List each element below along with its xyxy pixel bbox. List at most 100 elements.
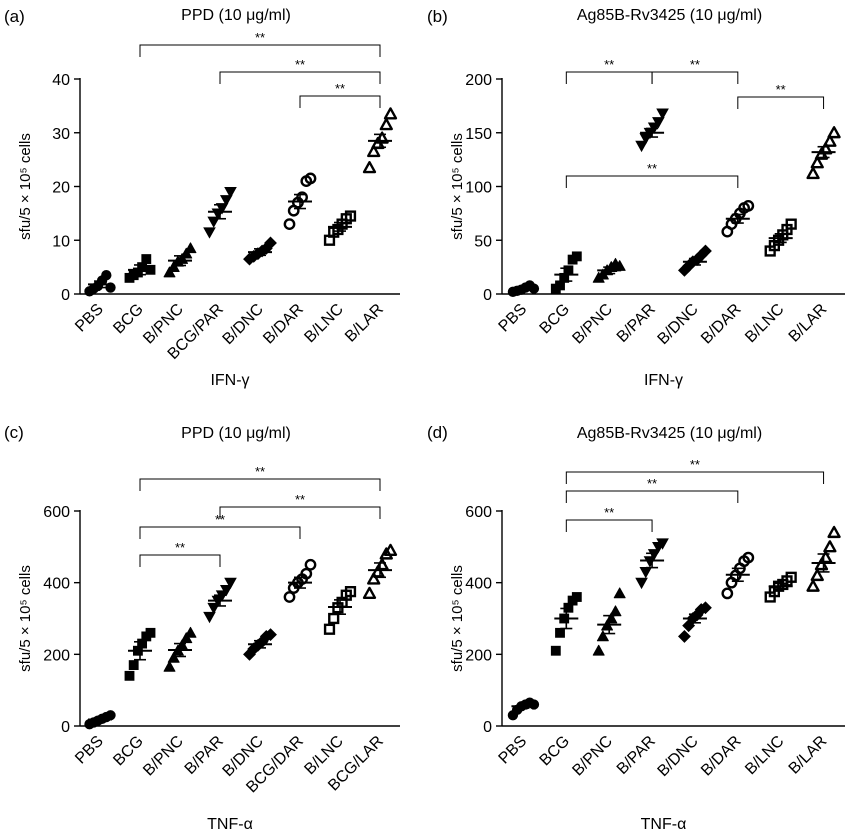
series-group <box>806 525 841 592</box>
data-point <box>613 587 626 599</box>
y-tick-label: 0 <box>483 287 492 304</box>
x-category-label: BCG <box>537 301 574 338</box>
data-point <box>635 577 648 590</box>
data-point <box>571 592 582 602</box>
x-category-label: BCG <box>537 733 574 770</box>
data-point <box>141 254 152 264</box>
significance-bracket <box>139 44 381 57</box>
chart-title: PPD (10 μg/ml) <box>181 425 291 442</box>
data-point <box>550 645 561 656</box>
significance-bracket <box>139 554 221 567</box>
data-point <box>304 558 317 571</box>
data-point <box>184 626 197 638</box>
y-tick-label: 150 <box>465 126 492 143</box>
x-category-label: PBS <box>496 301 531 336</box>
series-group <box>721 199 755 238</box>
x-category-label: B/DNC <box>655 733 702 780</box>
data-point <box>563 265 574 276</box>
significance-label: ** <box>335 81 345 96</box>
data-point <box>184 242 197 254</box>
panel-label: (c) <box>4 423 24 442</box>
significance-bracket <box>139 478 381 491</box>
data-point <box>128 660 139 671</box>
series-group <box>84 270 116 297</box>
chart-panel-a: (a) PPD (10 μg/ml) 0 10 20 30 40 sfu/5 × 10⁵ ce… <box>4 7 400 389</box>
significance-bracket <box>219 71 381 84</box>
series-group <box>283 558 317 603</box>
panel-label: (b) <box>427 7 448 26</box>
data-point <box>362 161 377 174</box>
series-group <box>362 543 398 599</box>
panel-label: (a) <box>4 7 25 26</box>
data-point <box>323 623 336 635</box>
data-point <box>379 547 393 560</box>
data-point <box>224 577 237 590</box>
data-point <box>344 210 357 222</box>
data-point <box>596 630 609 642</box>
chart-panel-c: (c) PPD (10 μg/ml) 0 200 400 600 sfu/5 × 10⁵ c… <box>4 423 400 833</box>
x-category-label: B/DNC <box>220 301 267 348</box>
data-point <box>678 629 691 643</box>
data-point <box>806 166 820 180</box>
data-point <box>375 558 389 571</box>
data-point <box>219 195 233 207</box>
series-group <box>550 251 582 294</box>
significance-label: ** <box>776 82 786 97</box>
y-tick-label: 600 <box>465 504 492 521</box>
data-point <box>203 611 216 624</box>
series-group <box>163 242 197 278</box>
data-point <box>742 551 755 564</box>
x-category-label: B/LNC <box>742 733 787 778</box>
y-tick-label: 0 <box>61 287 70 304</box>
data-point <box>810 156 824 169</box>
x-axis-label: TNF-α <box>207 816 253 833</box>
significance-label: ** <box>690 57 700 72</box>
y-tick-label: 200 <box>43 647 70 664</box>
significance-label: ** <box>604 505 614 520</box>
data-point <box>609 605 622 617</box>
x-category-label: B/DAR <box>698 301 745 348</box>
y-tick-label: 0 <box>61 719 70 736</box>
chart-title: Ag85B-Rv3425 (10 μg/ml) <box>577 7 762 24</box>
data-point <box>592 644 605 656</box>
series-group <box>721 551 755 600</box>
data-point <box>656 108 669 120</box>
significance-bracket <box>299 95 381 108</box>
data-point <box>785 571 797 583</box>
y-tick-label: 200 <box>465 647 492 664</box>
panel-label: (d) <box>427 423 448 442</box>
y-tick-label: 200 <box>465 72 492 89</box>
significance-bracket <box>565 71 653 84</box>
significance-label: ** <box>690 457 700 472</box>
x-category-label: B/DAR <box>698 733 745 780</box>
significance-bracket <box>219 506 381 519</box>
y-tick-label: 50 <box>474 233 492 250</box>
data-point <box>145 627 156 638</box>
x-category-label: B/DAR <box>260 301 307 348</box>
series-group <box>806 126 841 180</box>
data-point <box>379 118 393 131</box>
data-point <box>344 586 357 598</box>
data-point <box>656 538 669 550</box>
data-point <box>224 187 237 199</box>
series-group <box>243 628 277 661</box>
series-group <box>362 107 398 174</box>
data-point <box>635 140 648 153</box>
data-point <box>555 627 565 638</box>
significance-label: ** <box>175 540 185 555</box>
y-tick-label: 400 <box>465 576 492 593</box>
data-point <box>163 660 176 672</box>
significance-bracket <box>565 471 825 484</box>
significance-bracket <box>651 71 739 84</box>
series-group <box>550 592 582 656</box>
series-group <box>635 108 669 153</box>
significance-label: ** <box>647 476 657 491</box>
significance-label: ** <box>647 161 657 176</box>
series-group <box>507 280 540 298</box>
significance-bracket <box>565 490 739 503</box>
x-category-label: PBS <box>72 733 107 768</box>
series-group <box>507 697 540 721</box>
y-tick-label: 100 <box>465 180 492 197</box>
x-category-label: B/LAR <box>786 301 831 346</box>
